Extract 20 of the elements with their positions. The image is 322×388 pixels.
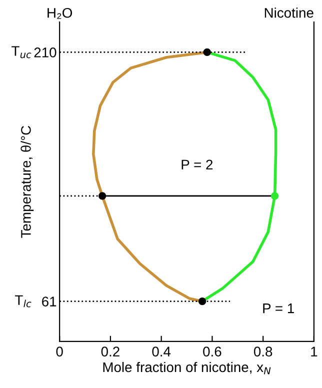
text: Nicotine <box>264 8 314 18</box>
x-tick-label: 0 <box>56 346 63 357</box>
x-tick-label: 1 <box>311 346 318 356</box>
annotation: T$_{lc}$ <box>15 295 32 308</box>
point <box>203 48 211 56</box>
y-tick-label: 61 <box>42 296 56 306</box>
annotation: P = 1 <box>263 304 294 314</box>
point <box>98 192 106 200</box>
x-tick-label: 0.6 <box>203 346 222 357</box>
text: H₂O <box>48 8 72 19</box>
annotation: P = 2 <box>182 160 213 170</box>
point <box>270 192 279 200</box>
x-tick-label: 0.2 <box>101 346 120 357</box>
point <box>198 298 206 306</box>
annotation: T$_{uc}$ <box>12 46 32 58</box>
x-tick-label: 0.8 <box>254 346 272 357</box>
x-tick-label: 0.4 <box>152 346 171 357</box>
y-tick-label: 210 <box>34 48 56 58</box>
y-axis-title: Temperature, θ/°C <box>20 126 34 238</box>
x-axis-title: Mole fraction of nicotine, x$_{N}$ <box>103 362 271 374</box>
